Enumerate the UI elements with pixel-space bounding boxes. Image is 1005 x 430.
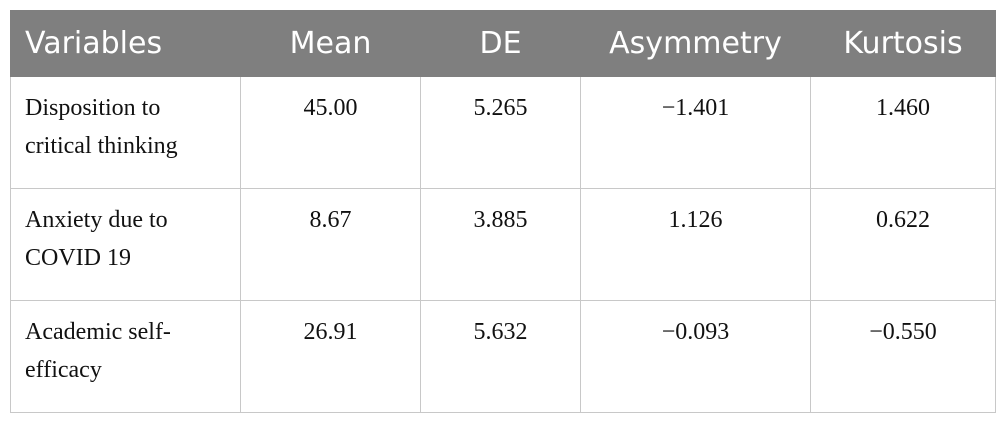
variable-cell: Anxiety due to COVID 19 <box>10 188 241 301</box>
value-cell: 5.632 <box>420 300 581 413</box>
column-header: Asymmetry <box>580 10 811 77</box>
value-cell: 1.460 <box>810 76 996 189</box>
table-row: Anxiety due to COVID 19 8.67 3.885 1.126 0.6… <box>10 188 996 301</box>
value-cell: −1.401 <box>580 76 811 189</box>
value-cell: −0.093 <box>580 300 811 413</box>
value-cell: 0.622 <box>810 188 996 301</box>
value-cell: 45.00 <box>240 76 421 189</box>
table-row: Academic self-efficacy 26.91 5.632 −0.093 −0… <box>10 300 996 413</box>
stats-table: Variables Mean DE Asymmetry Kurtosis Disposi… <box>10 10 996 413</box>
column-header: Mean <box>240 10 421 77</box>
value-cell: 3.885 <box>420 188 581 301</box>
value-cell: 1.126 <box>580 188 811 301</box>
column-header: Variables <box>10 10 241 77</box>
table-body: Disposition to critical thinking 45.00 5.2… <box>10 76 996 413</box>
table-row: Disposition to critical thinking 45.00 5.2… <box>10 76 996 189</box>
column-header: DE <box>420 10 581 77</box>
column-header: Kurtosis <box>810 10 996 77</box>
value-cell: −0.550 <box>810 300 996 413</box>
variable-cell: Academic self-efficacy <box>10 300 241 413</box>
value-cell: 5.265 <box>420 76 581 189</box>
value-cell: 26.91 <box>240 300 421 413</box>
header-row: Variables Mean DE Asymmetry Kurtosis <box>10 10 996 77</box>
value-cell: 8.67 <box>240 188 421 301</box>
variable-cell: Disposition to critical thinking <box>10 76 241 189</box>
